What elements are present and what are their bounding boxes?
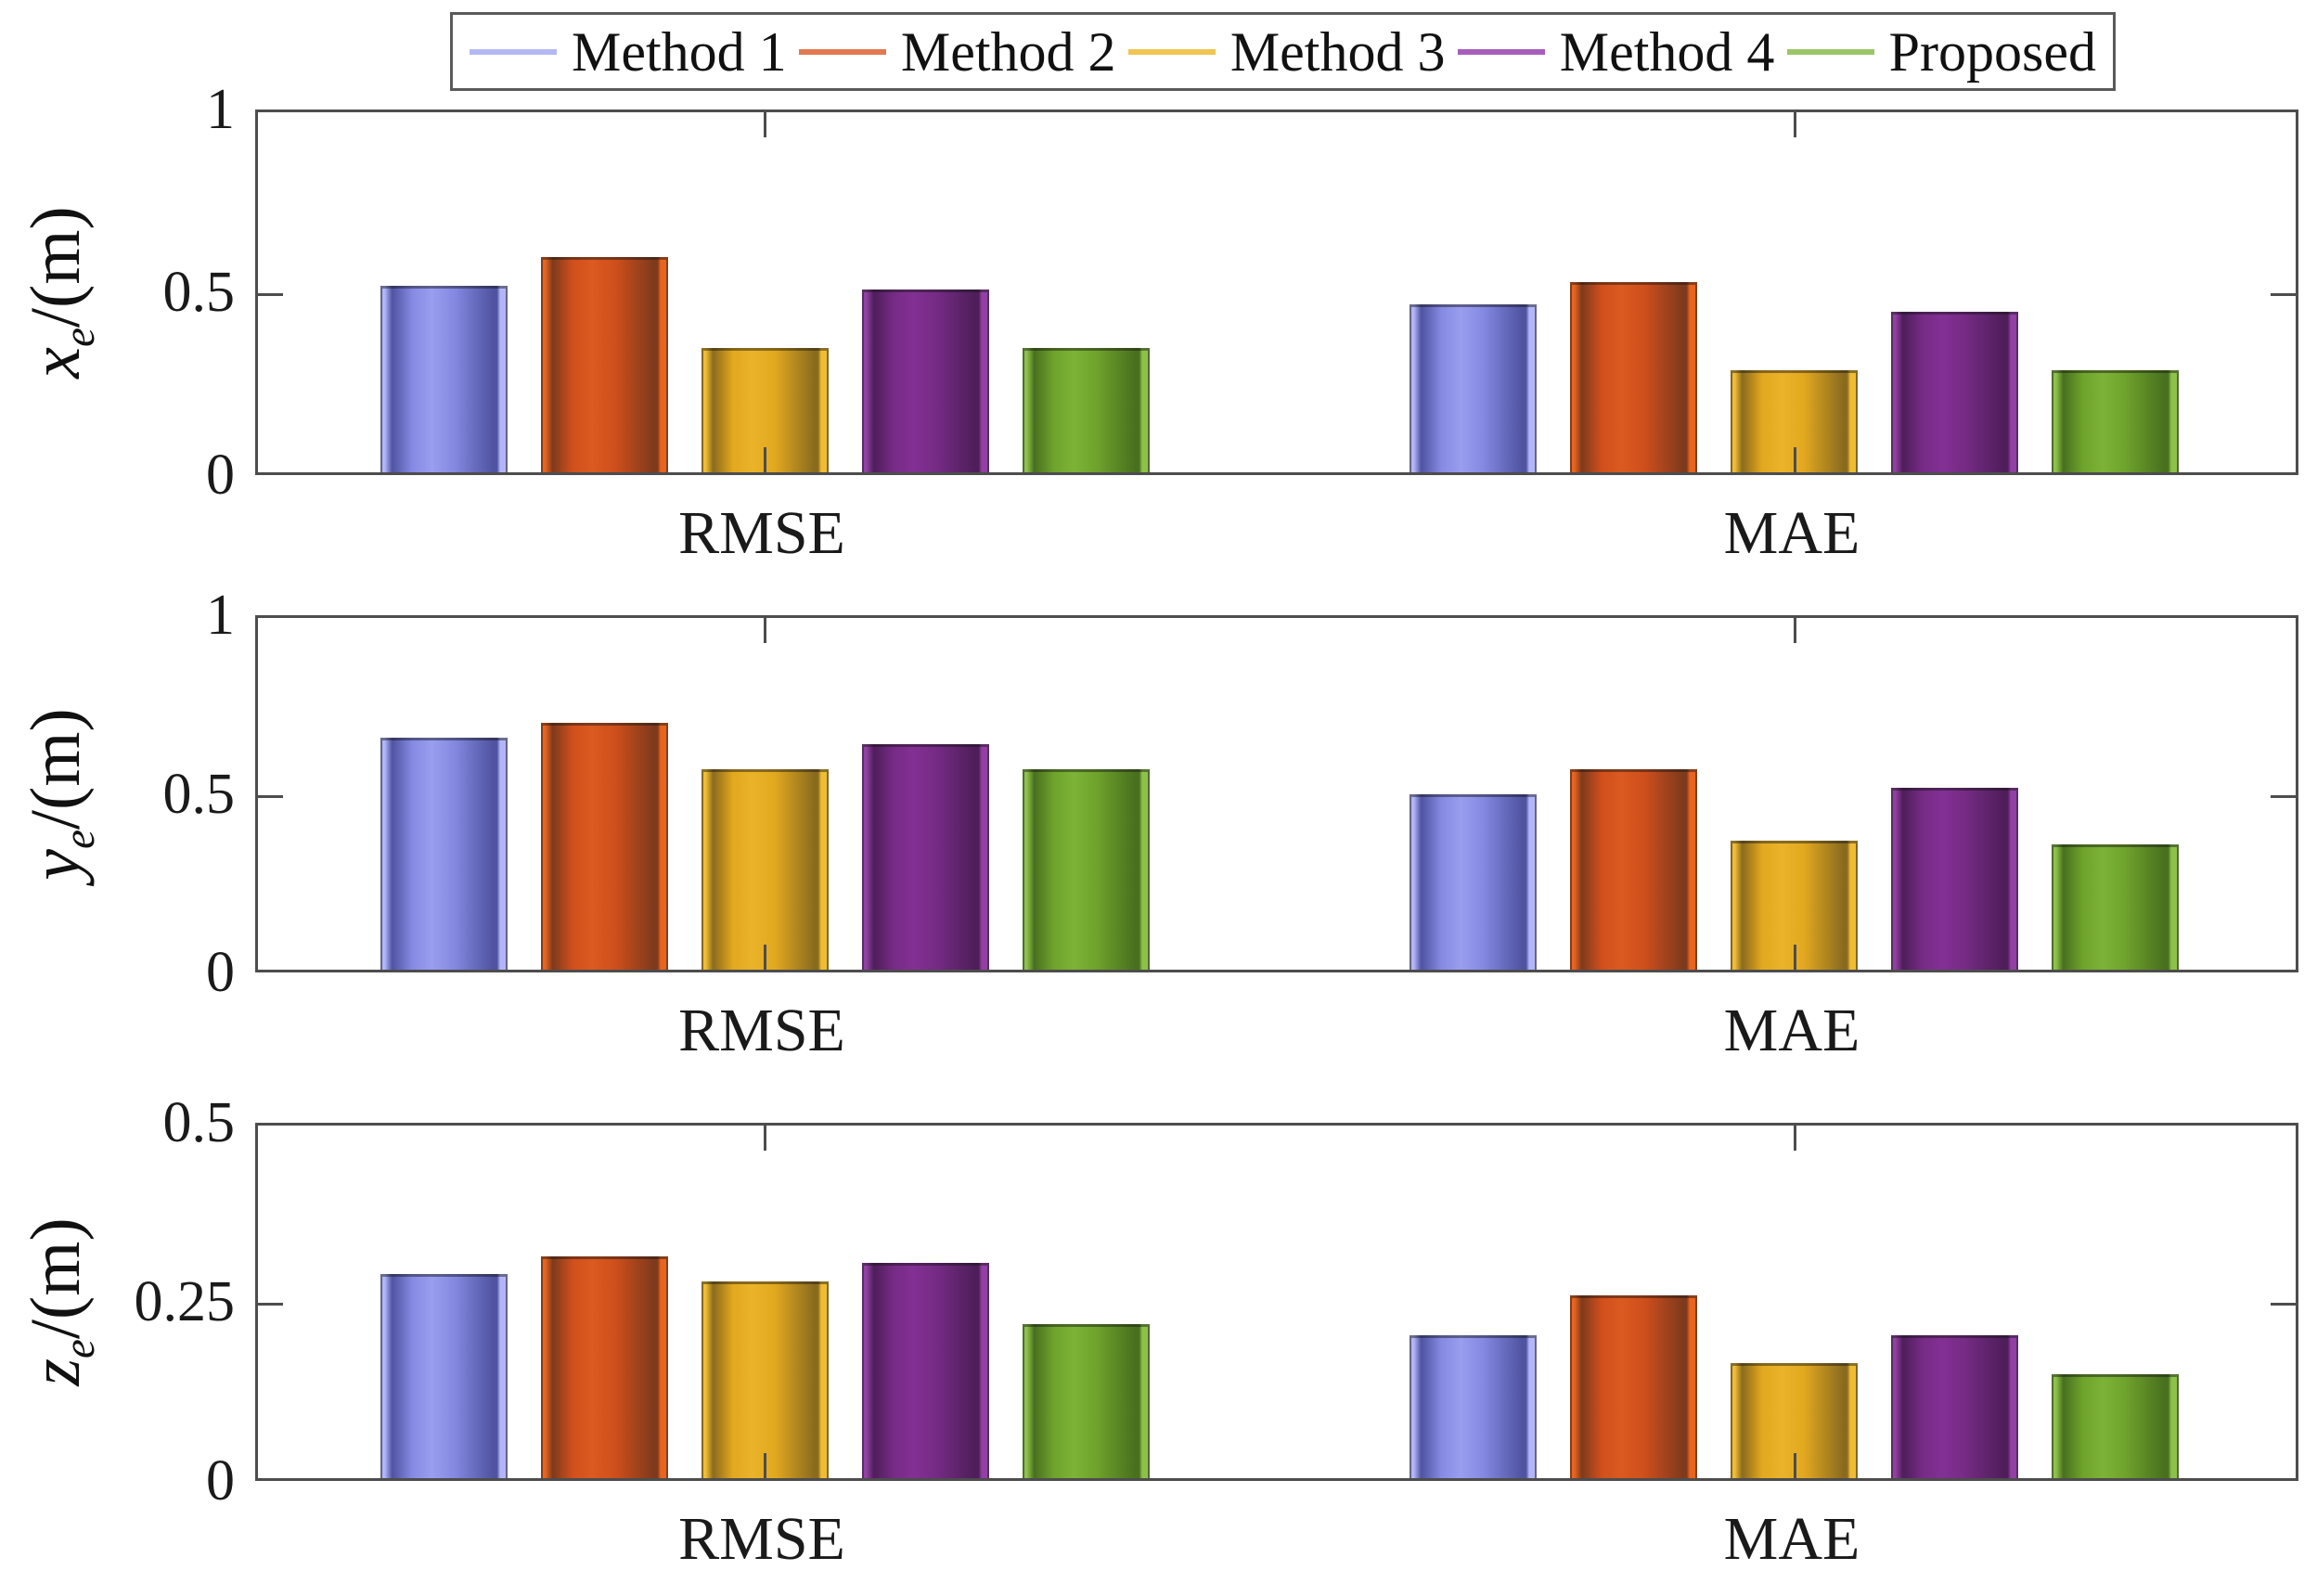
y-tick-label: 0.5 <box>162 763 236 826</box>
x-category-label-mae: MAE <box>1723 997 1860 1064</box>
legend-item-method-4: Method 4 <box>1457 20 1775 83</box>
y-tick-label: 0.5 <box>162 261 236 324</box>
x-tick-mark <box>764 112 766 137</box>
bar-method-2-rmse <box>541 257 668 472</box>
y-tick-mark <box>258 1303 283 1306</box>
x-category-label-mae: MAE <box>1723 499 1860 567</box>
legend-item-label: Proposed <box>1888 20 2096 83</box>
bar-method-4-mae <box>1891 788 2018 970</box>
x-category-label-rmse: RMSE <box>678 1505 845 1573</box>
x-tick-mark <box>1794 945 1796 970</box>
x-category-label-rmse: RMSE <box>678 997 845 1064</box>
bar-method-1-rmse <box>380 286 508 472</box>
legend-item-label: Method 2 <box>900 20 1116 83</box>
legend: Method 1 Method 2 Method 3 Method 4 Proposed <box>450 12 2116 91</box>
legend-line-swatch <box>798 48 886 55</box>
x-tick-mark <box>1794 112 1796 137</box>
y-tick-label: 1 <box>206 78 235 141</box>
bar-method-4-rmse <box>862 1263 989 1478</box>
legend-item-method-3: Method 3 <box>1127 20 1446 83</box>
axes-y-error <box>255 615 2298 972</box>
bar-method-1-rmse <box>380 738 508 970</box>
bar-method-4-rmse <box>862 744 989 970</box>
bar-method-4-rmse <box>862 290 989 472</box>
bar-method-1-mae <box>1410 304 1537 472</box>
y-tick-mark <box>258 795 283 798</box>
legend-item-method-1: Method 1 <box>470 24 787 80</box>
bar-proposed-rmse <box>1023 348 1150 472</box>
y-axis-label-y-error: ye/(m) <box>16 708 105 881</box>
y-tick-mark <box>2271 1303 2296 1306</box>
bar-proposed-mae <box>2052 1374 2179 1478</box>
y-axis-label-z-error: ze/(m) <box>16 1217 105 1386</box>
y-tick-label: 1 <box>206 584 235 647</box>
bar-proposed-mae <box>2052 370 2179 472</box>
bar-proposed-rmse <box>1023 769 1150 970</box>
y-tick-label: 0 <box>206 1449 235 1512</box>
legend-item-label: Method 3 <box>1229 20 1446 83</box>
x-tick-mark <box>1794 1126 1796 1151</box>
x-category-label-rmse: RMSE <box>678 499 845 567</box>
bar-method-2-rmse <box>541 1256 668 1478</box>
bar-method-3-rmse <box>702 1281 829 1478</box>
legend-line-swatch <box>1786 48 1874 55</box>
y-tick-label: 0 <box>206 444 235 507</box>
y-tick-mark <box>2271 795 2296 798</box>
x-tick-mark <box>1794 618 1796 643</box>
legend-item-label: Method 1 <box>572 20 787 83</box>
y-axis-label-x-error: xe/(m) <box>16 206 105 379</box>
bar-method-4-mae <box>1891 1335 2018 1478</box>
y-tick-mark <box>2271 293 2296 296</box>
x-tick-mark <box>1794 447 1796 472</box>
bar-method-2-rmse <box>541 723 668 970</box>
legend-item-method-2: Method 2 <box>798 20 1116 83</box>
x-tick-mark <box>764 447 766 472</box>
bar-proposed-mae <box>2052 844 2179 970</box>
bar-method-3-rmse <box>702 769 829 970</box>
x-tick-mark <box>764 1453 766 1478</box>
x-tick-mark <box>764 618 766 643</box>
y-tick-label: 0.5 <box>162 1091 236 1154</box>
bar-method-1-mae <box>1410 794 1537 970</box>
axes-x-error <box>255 109 2298 475</box>
legend-item-proposed: Proposed <box>1786 20 2096 83</box>
x-category-label-mae: MAE <box>1723 1505 1860 1573</box>
legend-line-swatch <box>470 48 557 55</box>
y-tick-mark <box>258 293 283 296</box>
x-tick-mark <box>764 1126 766 1151</box>
bar-method-2-mae <box>1570 1295 1697 1478</box>
bar-method-1-rmse <box>380 1274 508 1478</box>
y-tick-label: 0 <box>206 941 235 1004</box>
legend-line-swatch <box>1457 48 1545 55</box>
bar-proposed-rmse <box>1023 1324 1150 1478</box>
x-tick-mark <box>1794 1453 1796 1478</box>
bar-method-4-mae <box>1891 312 2018 472</box>
legend-item-label: Method 4 <box>1559 20 1775 83</box>
bar-method-2-mae <box>1570 282 1697 472</box>
x-tick-mark <box>764 945 766 970</box>
legend-line-swatch <box>1127 48 1216 55</box>
axes-z-error <box>255 1123 2298 1481</box>
bar-method-2-mae <box>1570 769 1697 970</box>
y-tick-label: 0.25 <box>134 1270 236 1333</box>
bar-method-1-mae <box>1410 1335 1537 1478</box>
